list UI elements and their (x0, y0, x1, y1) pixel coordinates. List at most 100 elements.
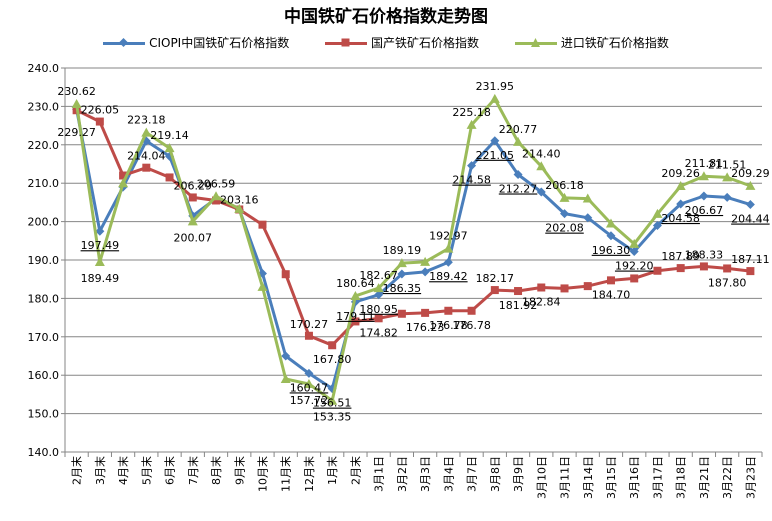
x-tick-label: 3月4日 (442, 456, 455, 492)
data-label: 174.82 (359, 326, 398, 339)
data-label: 204.44 (731, 213, 770, 226)
data-point-square (676, 264, 685, 273)
data-label: 176.23 (406, 321, 445, 334)
y-tick-label: 170.0 (28, 331, 60, 344)
data-label: 192.97 (429, 230, 468, 243)
data-label: 200.07 (174, 231, 213, 244)
data-label: 181.92 (499, 299, 538, 312)
data-label: 176.78 (452, 319, 491, 332)
x-tick-label: 3月9日 (512, 456, 525, 492)
series-line (75, 97, 751, 403)
y-tick-label: 240.0 (28, 62, 60, 75)
data-label: 167.80 (313, 353, 352, 366)
data-label: 204.58 (661, 212, 700, 225)
data-point-diamond (722, 192, 732, 202)
x-tick-label: 5月末 (139, 456, 153, 485)
x-tick-label: 3月8日 (489, 456, 502, 492)
data-point-triangle (141, 127, 152, 137)
data-label: 225.18 (452, 106, 491, 119)
data-label: 211.51 (708, 158, 747, 171)
data-point-diamond (95, 226, 105, 236)
x-tick-label: 4月末 (116, 456, 130, 485)
y-tick-label: 220.0 (28, 139, 60, 152)
x-tick-label: 3月15日 (605, 456, 618, 499)
data-label: 229.27 (57, 126, 96, 139)
x-tick-label: 6月末 (163, 456, 177, 485)
data-point-square (444, 306, 453, 315)
data-label: 197.49 (81, 239, 120, 252)
data-point-triangle (698, 171, 709, 181)
data-point-diamond (560, 209, 570, 219)
legend-item-domestic[interactable]: 国产铁矿石价格指数 (325, 34, 479, 51)
data-label: 192.20 (615, 260, 654, 273)
y-tick-label: 140.0 (28, 446, 60, 459)
data-label: 187.80 (708, 276, 747, 289)
data-label: 220.77 (499, 123, 538, 136)
y-tick-label: 200.0 (28, 216, 60, 229)
data-point-square (95, 117, 104, 126)
data-point-square (281, 270, 290, 279)
data-label: 170.27 (290, 318, 329, 331)
y-tick-label: 210.0 (28, 177, 60, 190)
data-label: 182.17 (476, 272, 515, 285)
data-point-diamond (536, 187, 546, 197)
data-label: 219.14 (150, 129, 189, 142)
x-tick-label: 10月末 (255, 456, 269, 492)
series-line (75, 108, 751, 347)
data-label: 184.70 (592, 288, 631, 301)
x-tick-label: 3月1日 (373, 456, 386, 492)
data-point-square (188, 193, 197, 202)
data-point-triangle (443, 243, 454, 253)
data-point-square (258, 220, 267, 229)
legend-label-domestic: 国产铁矿石价格指数 (371, 36, 480, 50)
x-tick-label: 3月10日 (535, 456, 548, 499)
data-label: 189.42 (429, 270, 468, 283)
data-point-triangle (94, 256, 105, 266)
data-point-triangle (536, 161, 547, 171)
data-label: 214.04 (127, 150, 166, 163)
data-label: 187.89 (661, 250, 700, 263)
y-tick-label: 230.0 (28, 100, 60, 113)
data-point-diamond (467, 161, 477, 171)
legend-label-imported: 进口铁矿石价格指数 (560, 36, 669, 50)
data-label: 214.40 (522, 147, 561, 160)
data-point-triangle (164, 143, 175, 153)
y-tick-label: 190.0 (28, 254, 60, 267)
data-point-square (142, 163, 151, 172)
x-tick-label: 3月22日 (721, 456, 734, 499)
x-tick-label: 2月末 (70, 456, 84, 485)
data-label: 231.95 (476, 80, 515, 93)
x-tick-label: 8月末 (209, 456, 223, 485)
x-tick-label: 3月3日 (419, 456, 432, 492)
data-label: 196.30 (592, 244, 631, 257)
data-point-diamond (420, 267, 430, 277)
data-point-diamond (583, 213, 593, 223)
data-label: 209.26 (661, 167, 700, 180)
data-point-triangle (582, 193, 593, 203)
data-label: 206.59 (197, 177, 236, 190)
data-point-triangle (652, 208, 663, 218)
legend-item-ciopi[interactable]: CIOPI中国铁矿石价格指数 (103, 34, 289, 51)
data-point-triangle (373, 283, 384, 293)
data-label: 206.67 (685, 204, 724, 217)
data-point-triangle (466, 119, 477, 129)
legend-line-triangle-icon (514, 37, 557, 49)
data-point-triangle (396, 258, 407, 268)
data-point-triangle (559, 192, 570, 202)
data-label: 186.35 (383, 282, 422, 295)
x-tick-label: 2月末 (348, 456, 362, 485)
data-point-diamond (745, 200, 755, 210)
data-point-square (165, 173, 174, 182)
data-point-square (746, 267, 755, 276)
legend-item-imported[interactable]: 进口铁矿石价格指数 (514, 34, 669, 51)
data-label: 209.29 (731, 167, 770, 180)
data-point-diamond (629, 247, 639, 257)
x-tick-label: 3月2日 (396, 456, 409, 492)
data-point-square (490, 286, 499, 295)
data-label: 187.11 (731, 253, 770, 266)
data-point-triangle (629, 238, 640, 248)
data-point-square (583, 282, 592, 291)
data-point-triangle (745, 180, 756, 190)
data-label: 230.62 (57, 85, 96, 98)
x-tick-label: 3月23日 (744, 456, 757, 499)
